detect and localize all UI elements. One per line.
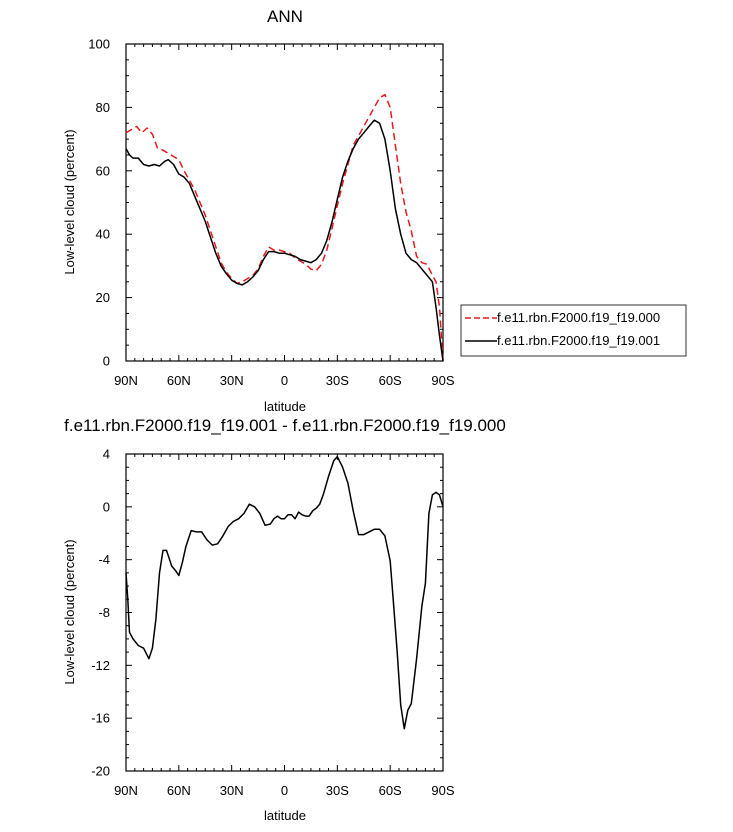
top-chart-title: ANN	[267, 7, 303, 26]
legend-box	[460, 304, 687, 357]
top-x-axis-label: latitude	[264, 399, 306, 414]
bottom-y-tick-label: -8	[98, 605, 110, 620]
bottom-y-axis-label: Low-level cloud (percent)	[62, 539, 77, 684]
bottom-chart-title: f.e11.rbn.F2000.f19_f19.001 - f.e11.rbn.…	[64, 416, 506, 435]
legend-label-001: f.e11.rbn.F2000.f19_f19.001	[497, 333, 660, 348]
top-y-tick-label: 0	[103, 354, 110, 369]
top-series-line-0	[125, 93, 444, 362]
bottom-plot-area: 90N 60N 30N 0 30S 60S 90S 4 0 -4 -8 -12 -16 -20	[91, 447, 455, 799]
bottom-y-tick-label: 4	[103, 447, 110, 462]
top-x-tick-label: 30N	[220, 373, 244, 388]
bottom-x-axis-label: latitude	[264, 808, 306, 823]
bottom-series-line-0	[125, 455, 444, 730]
bottom-x-tick-label: 90S	[431, 783, 454, 798]
top-y-axis-label: Low-level cloud (percent)	[62, 129, 77, 274]
bottom-x-tick-label: 90N	[114, 783, 138, 798]
bottom-y-tick-label: -16	[91, 711, 110, 726]
top-x-tick-label: 90N	[114, 373, 138, 388]
bottom-plot-frame	[125, 453, 444, 772]
top-plot-frame	[125, 43, 444, 362]
top-y-tick-label: 20	[96, 290, 110, 305]
top-panel: ANN 90N 60N 30N 0 30S 60S 90S 0 20 40 60 80 100 lati…	[62, 7, 687, 414]
top-y-tick-label: 40	[96, 227, 110, 242]
bottom-x-tick-label: 30S	[326, 783, 349, 798]
bottom-y-tick-label: 0	[103, 499, 110, 514]
bottom-panel: f.e11.rbn.F2000.f19_f19.001 - f.e11.rbn.…	[62, 416, 506, 823]
legend: f.e11.rbn.F2000.f19_f19.000 f.e11.rbn.F2…	[460, 304, 687, 357]
bottom-x-tick-label: 30N	[220, 783, 244, 798]
top-y-tick-label: 100	[88, 37, 110, 52]
top-x-tick-label: 0	[281, 373, 288, 388]
bottom-y-tick-label: -12	[91, 658, 110, 673]
bottom-x-tick-label: 60S	[379, 783, 402, 798]
top-x-tick-label: 60N	[167, 373, 191, 388]
bottom-y-tick-label: -4	[98, 552, 110, 567]
top-y-tick-label: 60	[96, 163, 110, 178]
top-x-tick-label: 90S	[431, 373, 454, 388]
top-x-tick-label: 30S	[326, 373, 349, 388]
top-y-tick-label: 80	[96, 100, 110, 115]
bottom-x-tick-label: 60N	[167, 783, 191, 798]
legend-label-000: f.e11.rbn.F2000.f19_f19.000	[497, 310, 660, 325]
top-x-tick-label: 60S	[379, 373, 402, 388]
top-plot-area: 90N 60N 30N 0 30S 60S 90S 0 20 40 60 80 100	[88, 37, 455, 389]
bottom-x-tick-label: 0	[281, 783, 288, 798]
top-series-line-1	[125, 119, 444, 362]
bottom-y-tick-label: -20	[91, 764, 110, 779]
